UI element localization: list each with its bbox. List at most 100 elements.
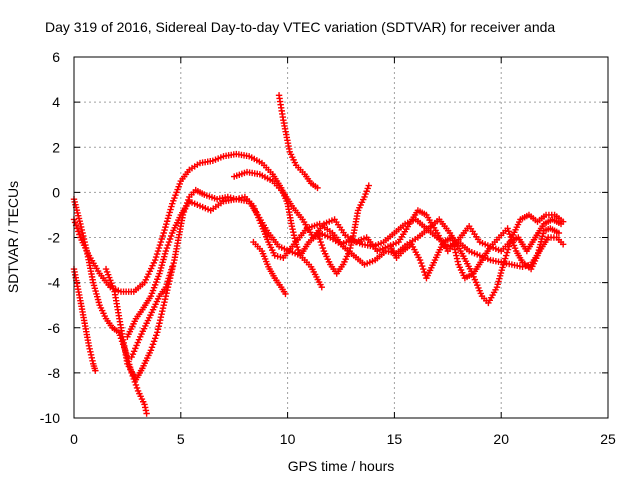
y-tick-label: -8 (48, 365, 61, 381)
x-tick-label: 25 (600, 431, 616, 447)
y-tick-label: 6 (52, 49, 60, 65)
data-point-marker (448, 234, 456, 241)
data-point-marker (167, 269, 174, 276)
data-point-marker (169, 262, 177, 270)
data-point-marker (168, 266, 175, 273)
data-point-marker (166, 272, 173, 279)
data-point-marker (451, 243, 458, 250)
data-point-marker (142, 404, 149, 411)
data-point-marker (555, 229, 563, 237)
data-point-marker (365, 182, 372, 189)
y-tick-label: 4 (52, 94, 60, 110)
data-point-marker (71, 219, 79, 226)
data-point-marker (454, 258, 461, 265)
data-point-marker (152, 253, 160, 261)
data-point-marker (291, 235, 298, 242)
data-point-marker (163, 244, 171, 252)
data-series-track-1 (70, 150, 567, 295)
data-series-track-7 (275, 92, 321, 192)
data-point-marker (160, 229, 167, 237)
data-point-marker (158, 235, 166, 243)
data-point-marker (449, 237, 456, 244)
x-tick-label: 5 (177, 431, 185, 447)
data-point-marker (133, 342, 140, 349)
x-tick-label: 0 (70, 431, 78, 447)
data-point-marker (158, 311, 165, 318)
data-point-marker (314, 184, 321, 192)
data-point-marker (290, 232, 298, 239)
data-point-marker (164, 241, 172, 249)
data-point-marker (557, 220, 565, 228)
data-point-marker (346, 247, 353, 255)
data-point-marker (153, 332, 160, 339)
data-point-marker (416, 256, 424, 264)
data-point-marker (129, 350, 137, 358)
data-point-marker (314, 229, 321, 237)
data-point-marker (87, 348, 94, 356)
x-axis-label: GPS time / hours (288, 458, 395, 474)
data-point-marker (418, 262, 426, 270)
data-point-marker (82, 244, 90, 252)
data-point-marker (288, 223, 296, 230)
data-point-marker (134, 339, 141, 346)
data-point-marker (161, 298, 168, 306)
data-point-marker (130, 348, 138, 355)
data-point-marker (156, 241, 164, 249)
data-point-marker (77, 220, 84, 228)
data-point-marker (163, 220, 170, 228)
data-point-marker (151, 256, 159, 264)
data-point-marker (154, 247, 162, 255)
data-point-marker (149, 341, 157, 348)
data-point-marker (85, 342, 93, 349)
data-point-marker (74, 225, 81, 232)
data-point-marker (420, 265, 427, 273)
data-point-marker (501, 258, 508, 265)
data-point-marker (75, 228, 82, 235)
data-point-marker (502, 252, 510, 259)
data-point-marker (77, 223, 85, 231)
data-point-marker (164, 286, 171, 294)
data-point-marker (169, 263, 176, 271)
data-point-marker (319, 244, 327, 252)
data-series-track-5 (124, 195, 325, 340)
data-point-marker (318, 283, 325, 291)
data-point-marker (167, 232, 175, 240)
data-point-marker (160, 301, 167, 309)
data-point-marker (157, 238, 165, 246)
data-point-marker (163, 218, 171, 225)
data-point-marker (450, 240, 457, 247)
data-point-marker (317, 238, 324, 246)
data-point-marker (316, 235, 323, 243)
data-point-marker (166, 235, 174, 243)
data-point-marker (347, 244, 354, 252)
data-point-marker (147, 347, 155, 354)
data-point-marker (159, 304, 167, 312)
data-point-marker (162, 292, 170, 300)
y-axis-label: SDTVAR / TECUs (5, 181, 21, 293)
data-point-marker (88, 354, 95, 362)
data-point-marker (80, 232, 87, 240)
data-point-marker (87, 351, 95, 359)
x-tick-label: 10 (280, 431, 296, 447)
data-point-marker (168, 203, 175, 210)
data-point-marker (79, 229, 86, 237)
data-point-marker (163, 281, 170, 288)
data-point-marker (452, 249, 459, 256)
data-point-marker (282, 290, 289, 298)
data-point-marker (143, 410, 150, 417)
data-point-marker (503, 249, 511, 256)
y-tick-label: 2 (52, 139, 60, 155)
plot-frame (73, 56, 609, 419)
data-point-marker (156, 320, 163, 327)
data-points (70, 92, 567, 417)
data-series-track-10 (314, 182, 372, 277)
data-series-track-9 (250, 238, 289, 298)
data-point-marker (318, 241, 325, 249)
data-point-marker (151, 335, 159, 342)
data-series-track-11 (386, 225, 563, 282)
data-point-marker (348, 238, 355, 246)
data-point-marker (153, 250, 161, 258)
data-point-marker (167, 206, 174, 213)
data-point-marker (165, 212, 173, 219)
